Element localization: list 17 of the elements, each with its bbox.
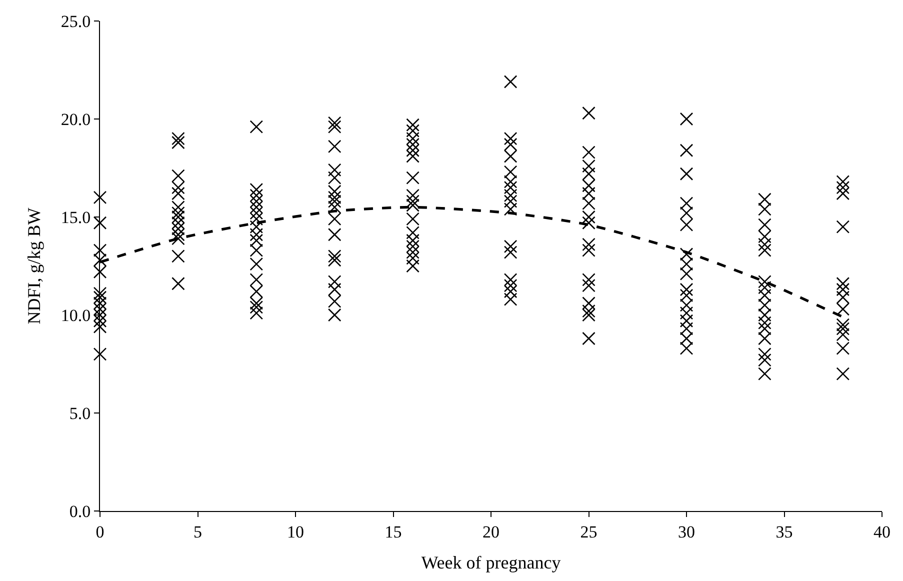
x-axis-title: Week of pregnancy: [421, 552, 561, 572]
y-tick-label: 5.0: [69, 404, 91, 423]
x-tick-label: 10: [287, 522, 304, 542]
x-tick-label: 15: [384, 522, 402, 542]
y-tick-label: 15.0: [60, 208, 91, 227]
x-tick-label: 40: [874, 522, 890, 542]
y-axis-title: NDFI, g/kg BW: [24, 208, 44, 324]
y-tick-label: 25.0: [60, 12, 91, 31]
y-tick-label: 20.0: [60, 110, 91, 129]
x-tick-label: 30: [678, 522, 695, 542]
y-tick-label: 10.0: [60, 306, 91, 325]
x-tick-label: 25: [580, 522, 598, 542]
x-tick-label: 5: [194, 522, 202, 542]
x-tick-label: 35: [776, 522, 793, 542]
y-tick-label: 0.0: [69, 502, 91, 521]
x-tick-label: 20: [482, 522, 500, 542]
x-tick-label: 0: [96, 522, 104, 542]
